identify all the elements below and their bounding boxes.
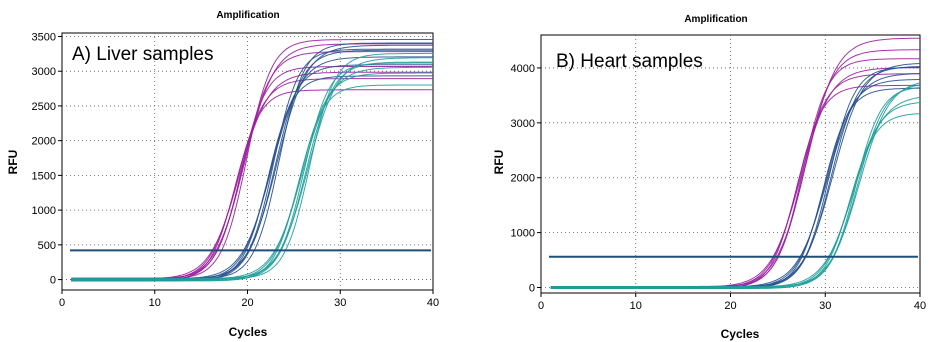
y-tick-label: 4000	[511, 63, 535, 75]
x-tick-label: 40	[914, 300, 926, 312]
x-tick-label: 10	[149, 297, 161, 309]
x-tick-label: 20	[724, 300, 736, 312]
y-axis-label: RFU	[492, 150, 506, 175]
panel-annotation: B) Heart samples	[556, 51, 703, 72]
x-tick-label: 0	[538, 300, 544, 312]
x-tick-label: 40	[427, 297, 439, 309]
amplification-curve	[550, 82, 920, 289]
x-tick-label: 30	[334, 297, 346, 309]
y-tick-label: 0	[50, 275, 56, 287]
y-tick-label: 3000	[32, 66, 56, 78]
x-tick-label: 30	[819, 300, 831, 312]
x-axis-label: Cycles	[229, 325, 268, 339]
x-axis-label: Cycles	[721, 327, 760, 341]
curve-group	[71, 39, 433, 282]
x-tick-label: 0	[59, 297, 65, 309]
amplification-curve	[550, 84, 920, 289]
curve-group	[550, 37, 920, 289]
y-axis-label: RFU	[6, 150, 20, 175]
y-tick-label: 2000	[32, 136, 56, 148]
y-tick-label: 0	[529, 283, 535, 295]
y-tick-label: 3000	[511, 118, 535, 130]
y-tick-label: 2500	[32, 101, 56, 113]
chart-title: Amplification	[684, 14, 747, 25]
x-tick-label: 20	[241, 297, 253, 309]
y-tick-label: 1500	[32, 170, 56, 182]
chart-panel-1: 0 10 20 30 40 0 500 1000 1500 2000 2500 3000 3500	[32, 31, 440, 309]
panel-annotation: A) Liver samples	[72, 44, 214, 65]
y-tick-label: 3500	[32, 31, 56, 43]
amplification-curve	[550, 87, 920, 287]
chart-panel-2: 0 10 20 30 40 0 1000 2000 3000 4000	[511, 34, 926, 312]
amplification-curve	[71, 57, 433, 281]
chart-title: Amplification	[216, 10, 279, 21]
y-tick-label: 1000	[32, 205, 56, 217]
y-tick-label: 2000	[511, 173, 535, 185]
amplification-curve	[71, 52, 433, 280]
y-tick-label: 1000	[511, 228, 535, 240]
x-tick-label: 10	[630, 300, 642, 312]
y-tick-label: 500	[38, 240, 56, 252]
